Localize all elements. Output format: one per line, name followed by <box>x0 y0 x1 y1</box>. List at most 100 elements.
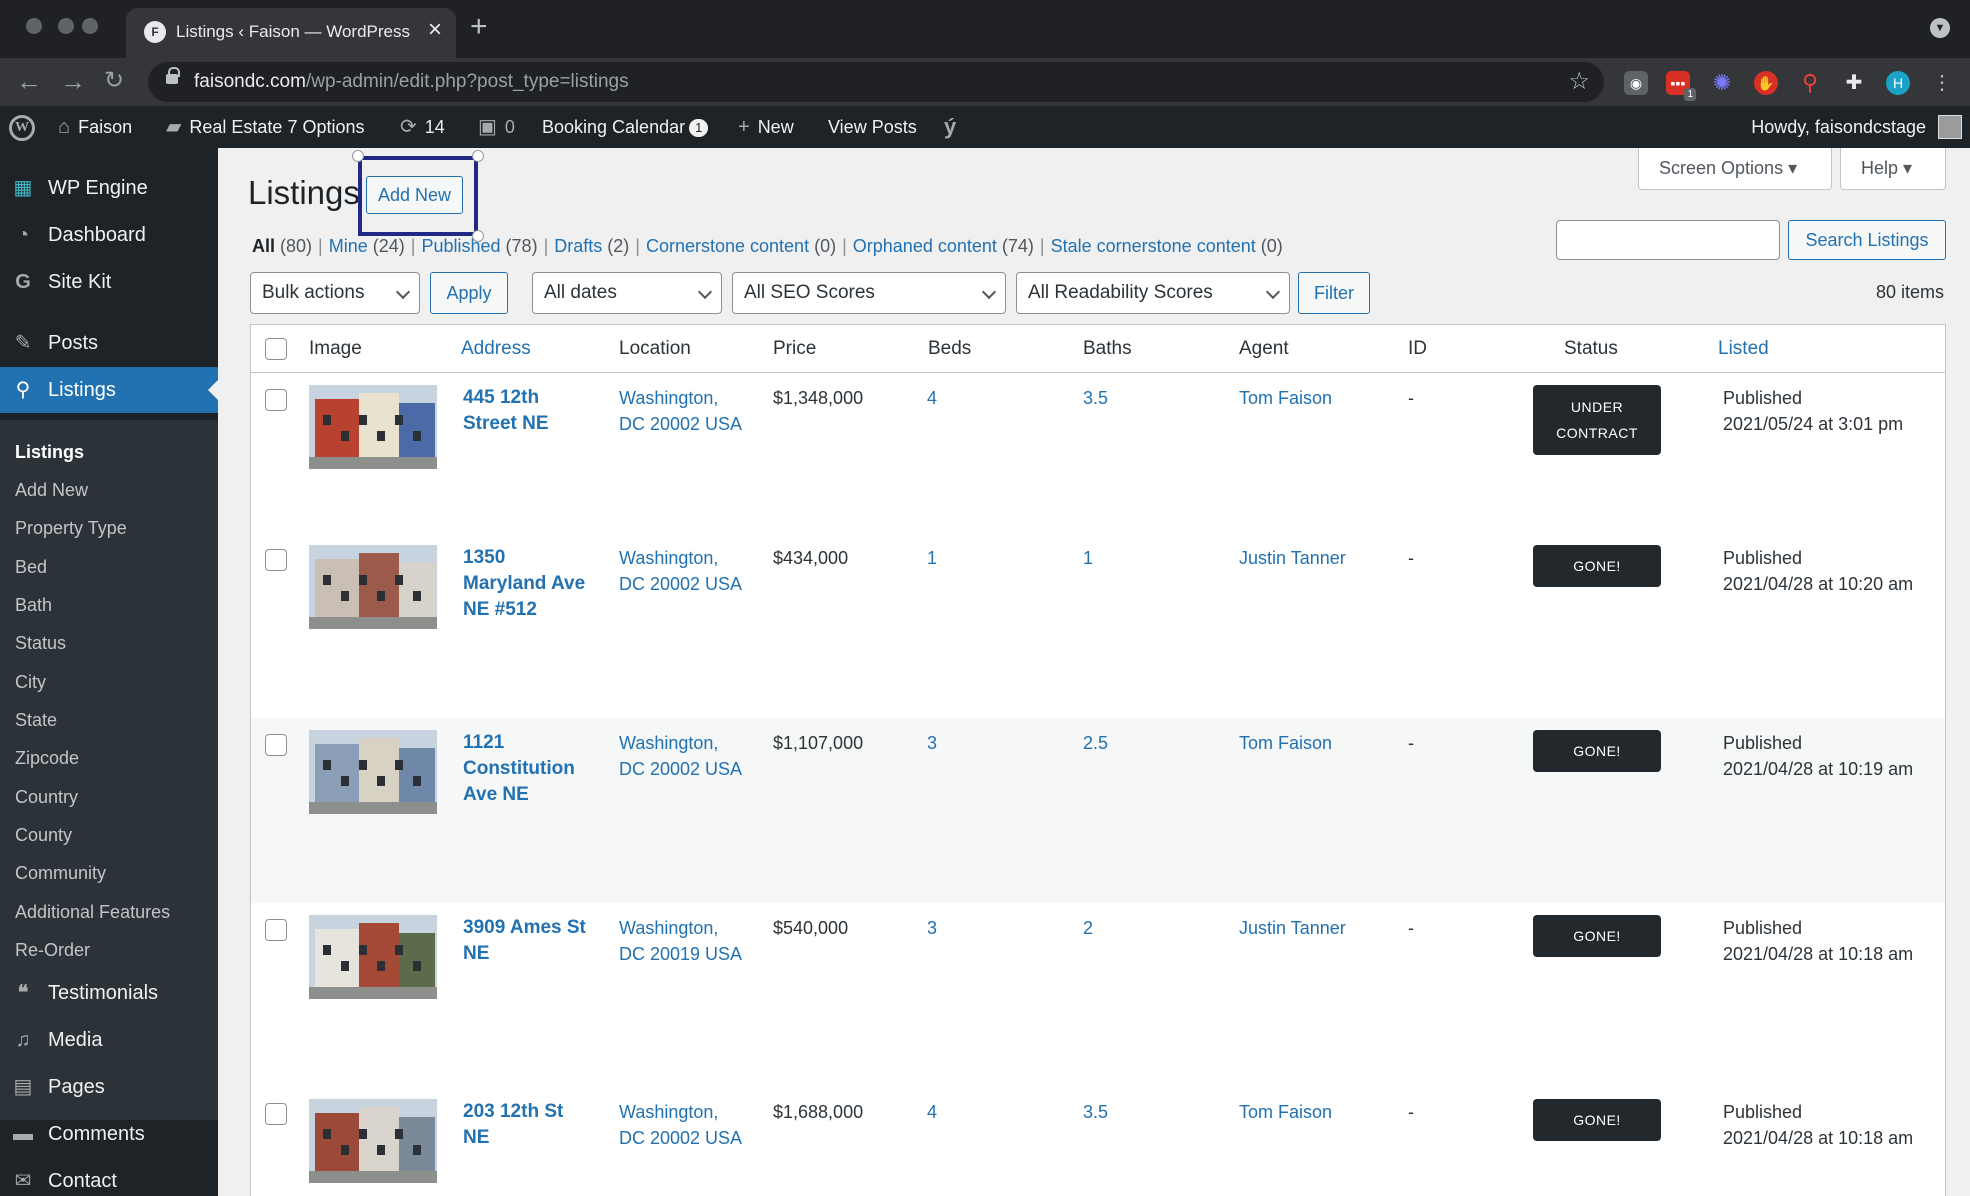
stop-hand-extension-icon[interactable]: ✋ <box>1754 71 1778 95</box>
listing-baths-link[interactable]: 2 <box>1083 918 1094 938</box>
extension-badge-icon[interactable]: 1 ▪▪▪ <box>1666 71 1696 101</box>
listing-address-link[interactable]: 3909 Ames St NE <box>463 917 586 964</box>
sidebar-item-posts[interactable]: ✎ Posts <box>0 320 218 366</box>
row-checkbox[interactable] <box>265 389 287 411</box>
search-input[interactable] <box>1556 220 1780 260</box>
reload-icon[interactable]: ↻ <box>104 67 125 94</box>
listing-beds-link[interactable]: 4 <box>927 1102 938 1122</box>
sidebar-item-comments[interactable]: ▬ Comments <box>13 1123 145 1145</box>
help-button[interactable]: Help ▾ <box>1840 148 1946 190</box>
view-cornerstone-link[interactable]: Cornerstone content (0) <box>645 236 837 256</box>
view-mine-link[interactable]: Mine (24) <box>328 236 405 256</box>
listing-baths-link[interactable]: 3.5 <box>1083 388 1109 408</box>
submenu-re-order[interactable]: Re-Order <box>15 940 91 960</box>
lock-icon[interactable] <box>166 67 180 84</box>
new-content-link[interactable]: + New <box>738 106 794 148</box>
submenu-bed[interactable]: Bed <box>15 557 48 577</box>
submenu-country[interactable]: Country <box>15 787 79 807</box>
listing-location-link[interactable]: Washington, DC 20002 USA <box>619 388 743 434</box>
view-drafts-link[interactable]: Drafts (2) <box>554 236 630 256</box>
yoast-seo-icon[interactable]: ý <box>944 114 957 139</box>
listing-baths-link[interactable]: 2.5 <box>1083 733 1109 753</box>
listing-location-link[interactable]: Washington, DC 20002 USA <box>619 733 743 779</box>
window-close-control[interactable] <box>26 18 42 34</box>
row-checkbox[interactable] <box>265 1103 287 1125</box>
listing-beds-link[interactable]: 3 <box>927 918 938 938</box>
window-zoom-control[interactable] <box>82 18 98 34</box>
screen-options-button[interactable]: Screen Options ▾ <box>1638 148 1832 190</box>
puzzle-extensions-icon[interactable]: ✚ <box>1845 72 1863 94</box>
resize-handle[interactable] <box>472 150 484 162</box>
url-text[interactable]: faisondc.com/wp-admin/edit.php?post_type… <box>194 71 629 92</box>
select-all-checkbox[interactable] <box>265 338 287 360</box>
window-minimize-control[interactable] <box>58 18 74 34</box>
howdy-user-link[interactable]: Howdy, faisondcstage <box>1751 117 1926 137</box>
row-checkbox[interactable] <box>265 549 287 571</box>
view-published-link[interactable]: Published (78) <box>421 236 538 256</box>
browser-menu-icon[interactable]: ⋮ <box>1932 72 1952 94</box>
apply-button[interactable]: Apply <box>430 272 508 314</box>
listing-agent-link[interactable]: Justin Tanner <box>1239 918 1346 938</box>
browser-tab[interactable]: F Listings ‹ Faison — WordPress × <box>126 8 456 58</box>
camera-extension-icon[interactable]: ◉ <box>1624 71 1648 95</box>
listing-location-link[interactable]: Washington, DC 20002 USA <box>619 1102 743 1148</box>
row-checkbox[interactable] <box>265 734 287 756</box>
submenu-state[interactable]: State <box>15 710 58 730</box>
sidebar-item-wp-engine[interactable]: ▦ WP Engine <box>13 177 148 199</box>
listing-agent-link[interactable]: Justin Tanner <box>1239 548 1346 568</box>
profile-avatar-icon[interactable]: H <box>1886 71 1910 95</box>
submenu-community[interactable]: Community <box>15 863 107 883</box>
sidebar-item-listings[interactable]: ⚲ Listings <box>0 367 218 413</box>
bookmark-star-icon[interactable]: ☆ <box>1568 68 1590 95</box>
add-new-button[interactable]: Add New <box>366 176 464 214</box>
tab-search-chevron-icon[interactable]: ▼ <box>1930 18 1950 38</box>
date-filter-select[interactable]: All dates <box>532 272 722 314</box>
wordpress-logo-icon[interactable]: W <box>9 115 35 141</box>
submenu-city[interactable]: City <box>15 672 46 692</box>
listing-baths-link[interactable]: 1 <box>1083 548 1094 568</box>
resize-handle[interactable] <box>472 230 484 242</box>
site-name-link[interactable]: ⌂ Faison <box>58 106 132 148</box>
listing-beds-link[interactable]: 4 <box>927 388 938 408</box>
listing-thumbnail[interactable] <box>309 915 437 999</box>
sidebar-item-dashboard[interactable]: ◔ Dashboard <box>0 212 218 258</box>
listing-agent-link[interactable]: Tom Faison <box>1239 388 1333 408</box>
listing-location-link[interactable]: Washington, DC 20002 USA <box>619 548 743 594</box>
bulk-actions-select[interactable]: Bulk actions <box>250 272 420 314</box>
listing-baths-link[interactable]: 3.5 <box>1083 1102 1109 1122</box>
sidebar-item-site-kit[interactable]: G Site Kit <box>0 259 218 305</box>
column-listed[interactable]: Listed <box>1718 338 1769 359</box>
submenu-bath[interactable]: Bath <box>15 595 53 615</box>
readability-score-select[interactable]: All Readability Scores <box>1016 272 1290 314</box>
listing-location-link[interactable]: Washington, DC 20019 USA <box>619 918 743 964</box>
listing-address-link[interactable]: 445 12th Street NE <box>463 387 549 434</box>
sparkle-extension-icon[interactable]: ✺ <box>1712 70 1732 95</box>
sidebar-item-testimonials[interactable]: ❝ Testimonials <box>0 970 218 1016</box>
back-arrow-icon[interactable]: ← <box>16 66 42 96</box>
booking-calendar-link[interactable]: Booking Calendar 1 <box>542 106 709 148</box>
listing-thumbnail[interactable] <box>309 730 437 814</box>
sidebar-item-media[interactable]: ♫ Media <box>0 1017 218 1063</box>
user-avatar[interactable] <box>1938 115 1962 139</box>
listing-thumbnail[interactable] <box>309 385 437 469</box>
submenu-zipcode[interactable]: Zipcode <box>15 748 80 768</box>
view-stale-cornerstone-link[interactable]: Stale cornerstone content (0) <box>1050 236 1283 256</box>
view-posts-link[interactable]: View Posts <box>828 117 917 137</box>
forward-arrow-icon[interactable]: → <box>60 66 86 96</box>
filter-button[interactable]: Filter <box>1298 272 1370 314</box>
tab-close-icon[interactable]: × <box>427 16 442 43</box>
listing-agent-link[interactable]: Tom Faison <box>1239 733 1333 753</box>
submenu-add-new[interactable]: Add New <box>15 480 89 500</box>
address-bar[interactable]: faisondc.com/wp-admin/edit.php?post_type… <box>148 62 1604 102</box>
theme-options-link[interactable]: ▰ Real Estate 7 Options <box>166 106 365 148</box>
submenu-status[interactable]: Status <box>15 633 67 653</box>
listing-address-link[interactable]: 1121 Constitution Ave NE <box>463 732 575 805</box>
view-orphaned-link[interactable]: Orphaned content (74) <box>852 236 1034 256</box>
submenu-additional-features[interactable]: Additional Features <box>15 902 171 922</box>
resize-handle[interactable] <box>352 150 364 162</box>
submenu-county[interactable]: County <box>15 825 73 845</box>
sidebar-item-contact[interactable]: ✉ Contact <box>0 1158 218 1196</box>
submenu-property-type[interactable]: Property Type <box>15 518 127 538</box>
updates-link[interactable]: ⟳ 14 <box>400 106 445 148</box>
seo-score-select[interactable]: All SEO Scores <box>732 272 1006 314</box>
